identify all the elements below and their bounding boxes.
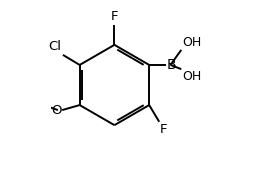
Text: OH: OH [182,70,201,83]
Text: F: F [160,123,168,136]
Text: F: F [111,10,118,23]
Text: O: O [51,104,61,117]
Text: OH: OH [182,36,201,49]
Text: B: B [167,58,176,72]
Text: Cl: Cl [48,40,61,53]
